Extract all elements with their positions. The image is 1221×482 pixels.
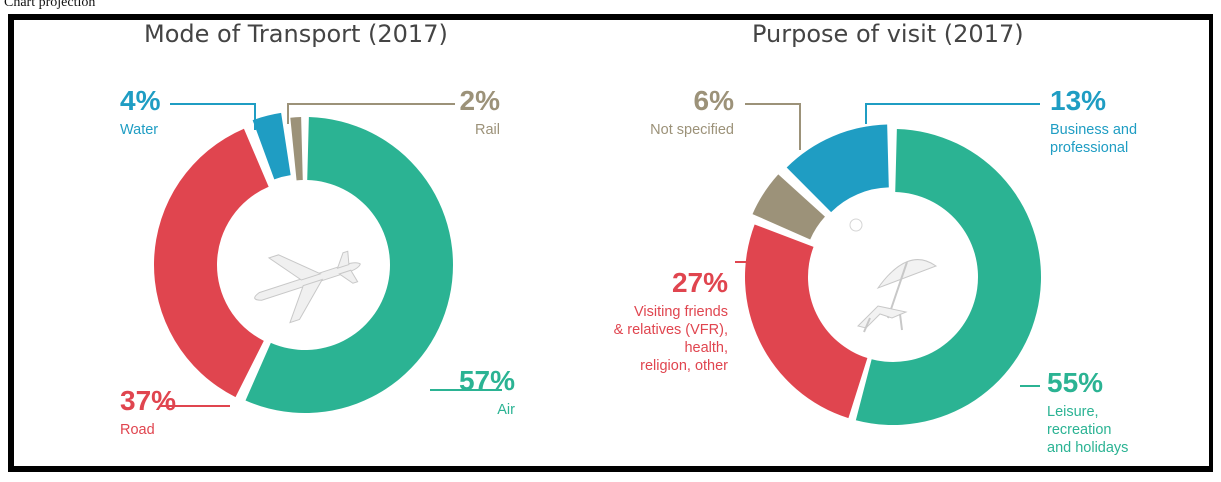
slice-0-2: [252, 112, 291, 180]
category-label-0-0: Air: [497, 402, 515, 418]
category-label-0-3: Rail: [475, 122, 500, 138]
value-label-0-3: 2%: [460, 85, 501, 116]
donut-transport: [154, 112, 453, 413]
chart-frame: [8, 14, 1213, 472]
page-label: Chart projection: [4, 0, 96, 10]
category-label-0-1: Road: [120, 422, 155, 438]
chart-title-purpose: Purpose of visit (2017): [752, 20, 1024, 48]
slice-0-1: [154, 128, 269, 398]
slice-1-1: [745, 224, 868, 419]
leader-line-1-3: [865, 103, 1040, 124]
slice-1-0: [855, 129, 1042, 425]
value-label-0-2: 4%: [120, 85, 161, 116]
labels-purpose: 55% Leisure, recreation and holidays 27% Visi…: [614, 85, 1137, 456]
leader-line-1-2: [745, 103, 801, 150]
value-label-1-0: 55%: [1047, 367, 1103, 398]
value-label-1-1: 27%: [672, 267, 728, 298]
category-label-1-3: Business and professional: [1050, 122, 1137, 156]
donut-purpose: [745, 124, 1042, 425]
slice-1-3: [786, 124, 889, 213]
category-label-1-1: Visiting friends & relatives (VFR), health…: [614, 304, 729, 374]
category-label-1-0: Leisure, recreation and holidays: [1047, 404, 1128, 456]
labels-transport: 57% Air 37% Road 4% Water 2% Rail: [120, 85, 515, 438]
slice-1-2: [752, 174, 825, 240]
chart-title-transport: Mode of Transport (2017): [144, 20, 448, 48]
slice-0-0: [245, 117, 453, 413]
slice-0-3: [290, 117, 303, 181]
value-label-0-0: 57%: [459, 365, 515, 396]
value-label-1-3: 13%: [1050, 85, 1106, 116]
category-label-1-2: Not specified: [650, 122, 734, 138]
sunbather-icon: [849, 218, 938, 333]
airplane-icon: [254, 250, 361, 324]
leader-line-1-1: [735, 261, 771, 290]
value-label-1-2: 6%: [694, 85, 735, 116]
leader-line-0-2: [170, 103, 256, 130]
leader-line-0-3: [287, 103, 455, 124]
category-label-0-2: Water: [120, 122, 158, 138]
value-label-0-1: 37%: [120, 385, 176, 416]
